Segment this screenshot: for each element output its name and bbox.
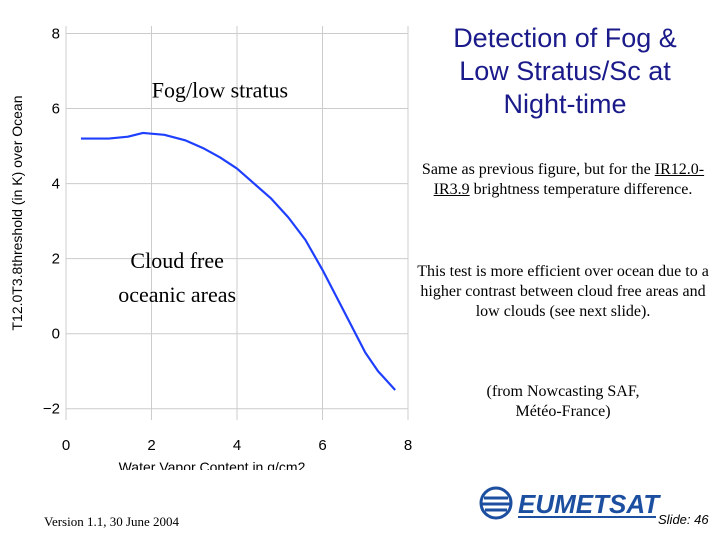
x-tick-label: 6 — [318, 437, 326, 454]
logo-text: EUMETSAT — [518, 489, 661, 519]
y-tick-label: −2 — [43, 401, 60, 418]
source-line: (from Nowcasting SAF, — [486, 383, 640, 400]
y-tick-label: 0 — [52, 326, 60, 343]
slide-number: Slide: 46 — [658, 512, 709, 527]
chart: 0 2 4 6 8 −2 0 2 4 6 8 Fog/low stratus Cloud free oc… — [9, 26, 412, 470]
chart-annotation: oceanic areas — [118, 282, 236, 307]
slide-title-line: Night-time — [503, 89, 627, 119]
paragraph-description: Same as previous figure, but for the IR1… — [412, 160, 714, 200]
chart-annotation: Fog/low stratus — [152, 77, 288, 102]
version-footer: Version 1.1, 30 June 2004 — [44, 514, 180, 529]
y-tick-label: 4 — [52, 176, 60, 193]
series-lines — [80, 131, 396, 391]
paragraph-efficiency: This test is more efficient over ocean d… — [417, 263, 709, 320]
grid — [65, 26, 409, 420]
source-line: Météo-France) — [515, 403, 611, 420]
x-tick-label: 8 — [404, 437, 412, 454]
x-tick-label: 2 — [147, 437, 155, 454]
paragraph-source: (from Nowcasting SAF, Météo-France) — [412, 382, 714, 422]
slide-title-line: Detection of Fog & — [453, 23, 677, 53]
y-tick-label: 8 — [52, 26, 60, 43]
chart-annotation: Cloud free — [130, 248, 223, 273]
y-tick-label: 2 — [52, 251, 60, 268]
x-axis-label: Water Vapor Content in g/cm2 — [119, 459, 306, 470]
eumetsat-logo: EUMETSAT — [479, 486, 661, 520]
slide-title: Detection of Fog & Low Stratus/Sc at Nig… — [412, 22, 718, 121]
series-line — [80, 131, 396, 391]
x-tick-label: 4 — [233, 437, 241, 454]
y-axis-label: T12.0T3.8threshold (in K) over Ocean — [9, 95, 25, 330]
annotations: Fog/low stratus Cloud free oceanic areas — [118, 77, 288, 307]
y-tick-label: 6 — [52, 101, 60, 118]
paragraph-text: brightness temperature difference. — [469, 181, 693, 198]
slide-title-line: Low Stratus/Sc at — [459, 56, 671, 86]
channel-name-underlined: IR12.0-IR3.9 — [433, 161, 705, 198]
paragraph-text: Same as previous figure, but for the — [421, 161, 651, 178]
x-tick-label: 0 — [62, 437, 70, 454]
ticks: 0 2 4 6 8 −2 0 2 4 6 8 — [43, 26, 412, 454]
